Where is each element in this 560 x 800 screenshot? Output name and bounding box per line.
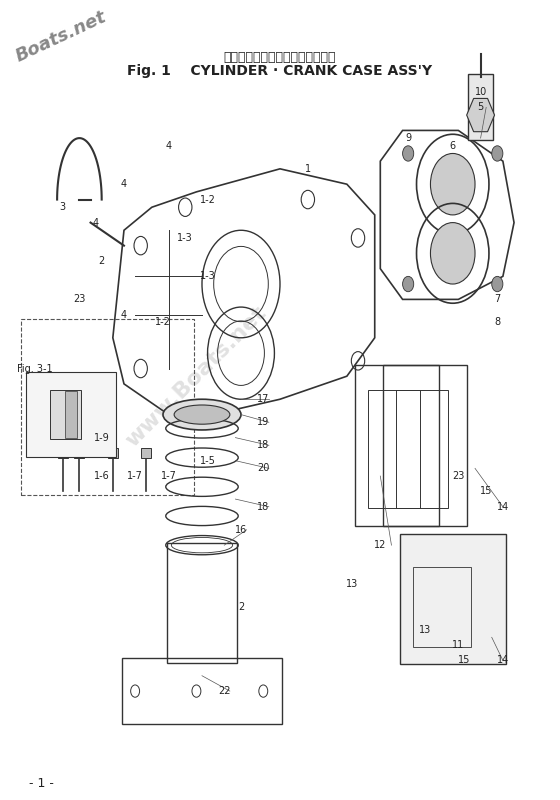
Text: 1-7: 1-7	[127, 471, 143, 481]
Text: 4: 4	[121, 179, 127, 189]
Text: 15: 15	[480, 486, 492, 497]
Text: 6: 6	[450, 141, 456, 150]
Polygon shape	[466, 98, 494, 132]
Text: 17: 17	[257, 394, 269, 404]
Text: 12: 12	[374, 540, 386, 550]
FancyBboxPatch shape	[400, 534, 506, 664]
Text: 4: 4	[121, 310, 127, 320]
Text: Fig. 3-1: Fig. 3-1	[17, 363, 53, 374]
FancyBboxPatch shape	[50, 390, 81, 439]
Text: 1: 1	[305, 164, 311, 174]
FancyBboxPatch shape	[58, 448, 68, 458]
Circle shape	[431, 222, 475, 284]
Text: 1-2: 1-2	[155, 318, 171, 327]
Text: 2: 2	[99, 256, 105, 266]
Text: 14: 14	[497, 655, 509, 666]
FancyBboxPatch shape	[141, 448, 151, 458]
Ellipse shape	[163, 399, 241, 430]
Text: 4: 4	[166, 141, 171, 150]
FancyBboxPatch shape	[468, 74, 493, 141]
Text: 18: 18	[257, 440, 269, 450]
Text: 13: 13	[346, 578, 358, 589]
FancyBboxPatch shape	[65, 390, 77, 438]
Text: 14: 14	[497, 502, 509, 512]
Text: 1-9: 1-9	[94, 433, 110, 442]
Text: 1-2: 1-2	[199, 194, 216, 205]
Text: 1-6: 1-6	[94, 471, 110, 481]
FancyBboxPatch shape	[108, 448, 118, 458]
Text: 4: 4	[93, 218, 99, 227]
Circle shape	[431, 154, 475, 215]
Text: 15: 15	[458, 655, 470, 666]
Circle shape	[492, 276, 503, 292]
FancyBboxPatch shape	[74, 448, 85, 458]
Text: 9: 9	[405, 133, 411, 143]
Text: 3: 3	[59, 202, 66, 212]
Text: 23: 23	[73, 294, 86, 304]
Circle shape	[403, 146, 414, 161]
Text: 1-3: 1-3	[200, 271, 216, 282]
Text: 1-3: 1-3	[178, 233, 193, 243]
Ellipse shape	[174, 405, 230, 424]
Text: 5: 5	[478, 102, 484, 112]
Circle shape	[492, 146, 503, 161]
Text: 18: 18	[257, 502, 269, 512]
Text: 22: 22	[218, 686, 231, 696]
Circle shape	[403, 276, 414, 292]
Text: www.Boats.net: www.Boats.net	[122, 302, 270, 450]
Text: 7: 7	[494, 294, 501, 304]
Text: 1-5: 1-5	[199, 456, 216, 466]
Text: 10: 10	[474, 87, 487, 97]
Text: 2: 2	[238, 602, 244, 612]
Text: 19: 19	[257, 418, 269, 427]
Text: 23: 23	[452, 471, 464, 481]
Text: 13: 13	[419, 625, 431, 634]
Text: 20: 20	[257, 463, 269, 474]
Text: 8: 8	[494, 318, 501, 327]
Text: - 1 -: - 1 -	[29, 777, 54, 790]
Text: シリンダ・クランクケースアッシ: シリンダ・クランクケースアッシ	[224, 51, 336, 64]
Text: 1-7: 1-7	[161, 471, 176, 481]
Text: Fig. 1    CYLINDER · CRANK CASE ASS'Y: Fig. 1 CYLINDER · CRANK CASE ASS'Y	[128, 63, 432, 78]
Text: 16: 16	[235, 525, 247, 535]
FancyBboxPatch shape	[26, 372, 115, 457]
Text: Boats.net: Boats.net	[12, 7, 109, 66]
Text: 11: 11	[452, 640, 464, 650]
